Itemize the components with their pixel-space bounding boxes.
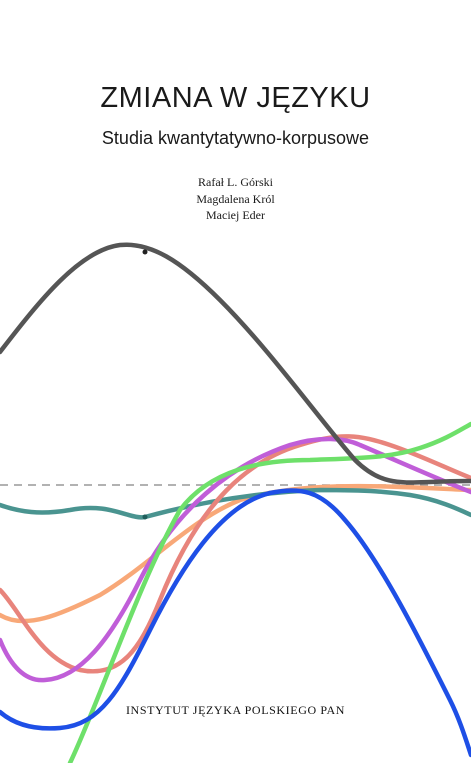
curve-salmon [0,434,471,674]
curve-dot-gray [142,249,148,255]
author-name: Maciej Eder [206,208,265,222]
book-subtitle: Studia kwantytatywno-korpusowe [101,128,370,148]
curve-dark-gray [0,242,471,485]
book-title: ZMIANA W JĘZYKU [100,82,371,114]
curve-dot-teal [142,514,148,520]
curve-orange [0,483,471,624]
curve-purple [0,436,471,683]
author-name: Rafał L. Górski [198,175,273,189]
curve-green [67,421,471,763]
author-name: Magdalena Król [196,191,275,206]
curve-teal [0,487,471,520]
author-list: Rafał L. Górski Magdalena Król Maciej Ed… [0,174,471,224]
publisher-name: INSTYTUT JĘZYKA POLSKIEGO PAN [125,703,346,717]
curve-blue [0,488,471,758]
